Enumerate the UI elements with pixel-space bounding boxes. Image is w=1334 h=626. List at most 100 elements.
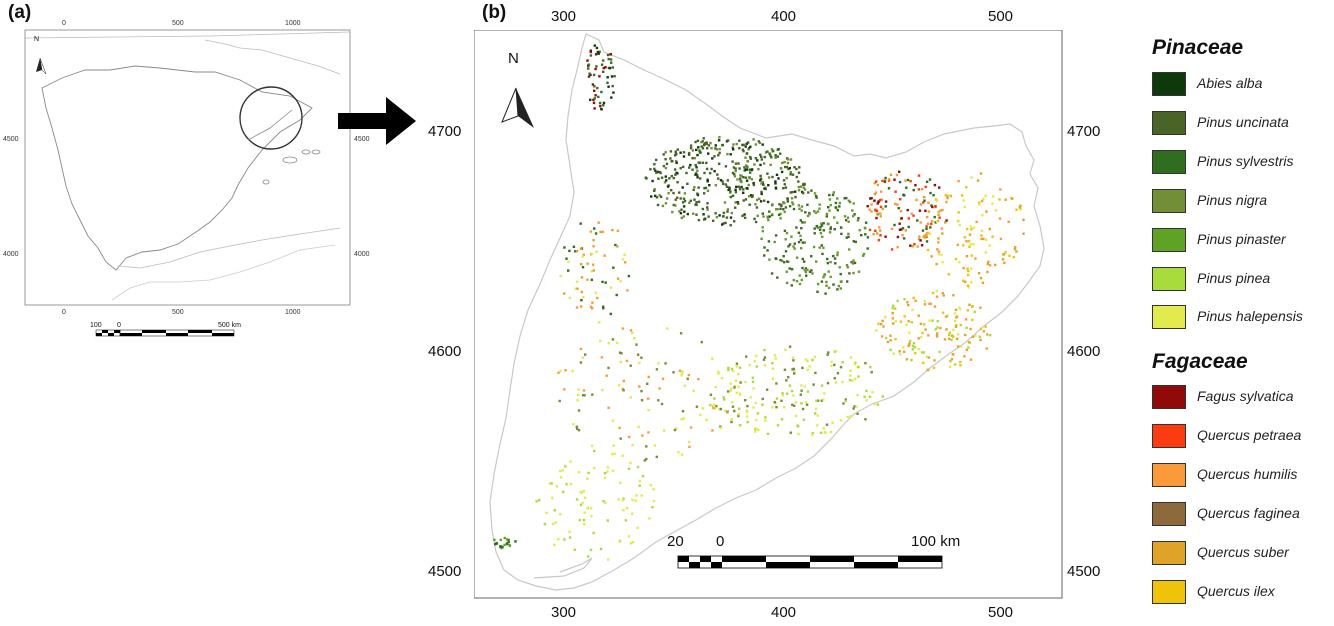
- forest-plot-point: [873, 402, 876, 406]
- forest-plot-point: [590, 307, 594, 310]
- forest-plot-point: [734, 162, 738, 165]
- forest-plot-point: [749, 155, 752, 159]
- forest-plot-point: [816, 290, 819, 293]
- forest-plot-point: [795, 256, 799, 259]
- forest-plot-point: [723, 201, 727, 204]
- forest-plot-point: [595, 46, 599, 50]
- forest-plot-point: [589, 49, 592, 52]
- forest-plot-point: [951, 353, 955, 356]
- forest-plot-point: [753, 217, 756, 221]
- forest-plot-point: [941, 208, 944, 212]
- forest-plot-point: [848, 200, 852, 204]
- forest-plot-point: [970, 176, 973, 179]
- forest-plot-point: [928, 319, 931, 322]
- forest-plot-point: [879, 229, 882, 232]
- forest-plot-point: [944, 194, 947, 197]
- forest-plot-point: [718, 151, 721, 155]
- forest-plot-point: [923, 300, 926, 303]
- forest-plot-point: [580, 299, 583, 302]
- forest-plot-point: [927, 368, 930, 372]
- forest-plot-point: [767, 240, 771, 243]
- forest-plot-point: [950, 338, 953, 342]
- forest-plot-point: [676, 148, 679, 151]
- forest-plot-point: [750, 168, 754, 171]
- forest-plot-point: [729, 216, 733, 219]
- forest-plot-point: [606, 53, 610, 57]
- forest-plot-point: [848, 272, 851, 275]
- forest-plot-point: [787, 245, 790, 248]
- forest-plot-point: [600, 63, 604, 66]
- forest-plot-point: [745, 415, 749, 418]
- forest-plot-point: [576, 287, 579, 290]
- forest-plot-point: [808, 365, 811, 368]
- forest-plot-point: [806, 359, 809, 363]
- forest-plot-point: [964, 280, 967, 283]
- forest-plot-point: [922, 235, 925, 239]
- forest-plot-point: [596, 296, 599, 300]
- forest-plot-point: [782, 208, 785, 211]
- forest-plot-point: [679, 332, 683, 335]
- forest-plot-point: [944, 315, 948, 318]
- forest-plot-point: [927, 210, 931, 213]
- forest-plot-point: [800, 227, 803, 230]
- forest-plot-point: [958, 260, 961, 264]
- forest-plot-point: [846, 280, 849, 283]
- forest-plot-point: [912, 342, 916, 345]
- forest-plot-point: [784, 206, 788, 209]
- forest-plot-point: [881, 319, 884, 323]
- forest-plot-point: [814, 412, 817, 415]
- forest-plot-point: [586, 262, 589, 265]
- forest-plot-point: [655, 368, 659, 371]
- forest-plot-point: [768, 210, 771, 213]
- forest-plot-point: [705, 167, 709, 171]
- forest-plot-point: [836, 221, 839, 224]
- forest-plot-point: [783, 160, 786, 164]
- forest-plot-point: [836, 251, 839, 254]
- forest-plot-point: [568, 530, 571, 533]
- forest-plot-point: [829, 203, 832, 207]
- forest-plot-point: [773, 240, 776, 244]
- forest-plot-point: [917, 188, 920, 191]
- forest-plot-point: [790, 389, 794, 393]
- forest-plot-point: [928, 302, 931, 305]
- forest-plot-point: [631, 498, 634, 502]
- forest-plot-point: [568, 249, 571, 253]
- forest-plot-point: [788, 384, 792, 387]
- forest-plot-point: [667, 192, 670, 195]
- forest-plot-point: [763, 364, 767, 367]
- legend-swatch: [1152, 267, 1186, 291]
- forest-plot-point: [663, 181, 667, 184]
- forest-plot-point: [788, 345, 792, 348]
- inset-right-tick: 4500: [354, 136, 370, 143]
- forest-plot-point: [742, 143, 745, 146]
- forest-plot-point: [773, 354, 777, 357]
- forest-plot-point: [722, 396, 725, 399]
- forest-plot-point: [715, 405, 718, 408]
- forest-plot-point: [749, 396, 752, 399]
- forest-plot-point: [991, 235, 994, 238]
- forest-plot-point: [593, 466, 596, 470]
- forest-plot-point: [710, 147, 713, 150]
- forest-plot-point: [766, 150, 769, 153]
- forest-plot-point: [803, 188, 807, 191]
- forest-plot-point: [959, 345, 962, 348]
- forest-plot-point: [559, 513, 562, 516]
- forest-plot-point: [911, 348, 914, 351]
- forest-plot-point: [575, 425, 578, 428]
- forest-plot-point: [911, 308, 914, 312]
- forest-plot-point: [611, 228, 614, 232]
- forest-plot-point: [678, 369, 682, 373]
- forest-plot-point: [963, 236, 966, 239]
- forest-plot-point: [891, 317, 894, 320]
- forest-plot-point: [716, 173, 719, 176]
- forest-plot-point: [849, 369, 852, 372]
- forest-plot-point: [644, 176, 647, 179]
- forest-plot-point: [798, 282, 802, 286]
- forest-plot-point: [653, 188, 656, 191]
- forest-plot-point: [686, 182, 689, 185]
- forest-plot-point: [652, 488, 655, 491]
- forest-plot-point: [613, 452, 616, 456]
- forest-plot-point: [952, 328, 955, 332]
- forest-plot-point: [695, 203, 698, 207]
- forest-plot-point: [683, 199, 687, 203]
